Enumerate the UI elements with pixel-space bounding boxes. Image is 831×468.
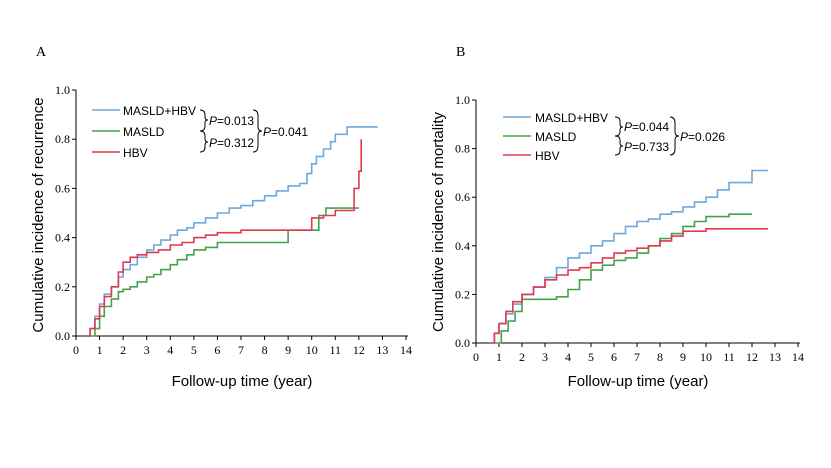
x-tick-label: 9 — [680, 350, 686, 364]
x-tick-label: 5 — [588, 350, 594, 364]
legend-b: MASLD+HBV MASLD HBV — [503, 111, 608, 163]
x-tick-label: 13 — [376, 343, 388, 357]
series-lines-a — [87, 126, 378, 337]
x-ticks-a: 0 1 2 3 4 5 6 7 8 9 10 11 12 13 14 — [73, 336, 412, 357]
x-tick-label: 12 — [746, 350, 758, 364]
p-value-text: =0.026 — [688, 130, 725, 144]
p-value-pair-top-b: P=0.044 — [624, 120, 669, 134]
x-tick-label: 14 — [400, 343, 412, 357]
p-letter: P — [209, 136, 217, 150]
legend-label-hbv: HBV — [123, 146, 148, 160]
legend-a: MASLD+HBV MASLD HBV — [92, 104, 196, 160]
panel-a: A 0.00.20.40.60.81.0 0 1 2 3 4 5 6 7 8 9 10 11 12 13 1… — [30, 45, 412, 390]
x-tick-label: 8 — [262, 343, 268, 357]
x-tick-label: 7 — [634, 350, 640, 364]
panel-b: B 0.00.20.40.60.81.0 0 1 2 3 4 5 6 7 8 9 10 11 12 13 1… — [430, 45, 804, 390]
p-letter: P — [680, 130, 688, 144]
x-tick-label: 11 — [723, 350, 735, 364]
x-tick-label: 10 — [306, 343, 318, 357]
x-tick-label: 4 — [167, 343, 173, 357]
bracket-pair-bottom-a — [199, 130, 209, 153]
x-axis-title-a: Follow-up time (year) — [172, 373, 313, 390]
x-tick-label: 2 — [120, 343, 126, 357]
x-tick-label: 0 — [73, 343, 79, 357]
x-axis-title-b: Follow-up time (year) — [568, 373, 709, 390]
p-value-text: =0.044 — [632, 120, 669, 134]
x-ticks-b: 0 1 2 3 4 5 6 7 8 9 10 11 12 13 14 — [473, 343, 804, 364]
x-tick-label: 11 — [330, 343, 342, 357]
x-tick-label: 9 — [285, 343, 291, 357]
y-tick-label: 0.8 — [55, 132, 70, 146]
p-letter: P — [624, 140, 632, 154]
y-tick-label: 0.4 — [55, 231, 70, 245]
y-tick-label: 0.6 — [55, 181, 70, 195]
p-letter: P — [624, 120, 632, 134]
x-tick-label: 6 — [611, 350, 617, 364]
x-tick-label: 10 — [700, 350, 712, 364]
panel-label-a: A — [36, 45, 47, 60]
x-tick-label: 13 — [769, 350, 781, 364]
y-tick-label: 0.2 — [455, 287, 470, 301]
y-tick-label: 0.2 — [55, 280, 70, 294]
p-value-pair-bottom-a: P=0.312 — [209, 136, 254, 150]
bracket-pair-top-b — [614, 116, 624, 137]
p-value-text: =0.312 — [217, 136, 254, 150]
p-letter: P — [209, 114, 217, 128]
legend-label-hbv: HBV — [535, 149, 560, 163]
p-value-text: =0.733 — [632, 140, 669, 154]
x-tick-label: 1 — [496, 350, 502, 364]
y-tick-label: 0.8 — [455, 142, 470, 156]
p-value-pair-bottom-b: P=0.733 — [624, 140, 669, 154]
p-value-annotations-a: P=0.013 P=0.312 P=0.041 — [199, 109, 308, 153]
x-tick-label: 5 — [191, 343, 197, 357]
p-value-text: =0.013 — [217, 114, 254, 128]
y-tick-label: 0.0 — [455, 336, 470, 350]
series-line-hbv — [87, 139, 362, 337]
x-tick-label: 6 — [214, 343, 220, 357]
x-tick-label: 2 — [519, 350, 525, 364]
p-value-overall-a: P=0.041 — [263, 125, 308, 139]
bracket-overall-b — [669, 116, 680, 156]
x-tick-label: 3 — [144, 343, 150, 357]
legend-label-masld-hbv: MASLD+HBV — [123, 104, 196, 118]
x-tick-label: 7 — [238, 343, 244, 357]
p-letter: P — [263, 125, 271, 139]
legend-label-masld-hbv: MASLD+HBV — [535, 111, 608, 125]
series-line-masld — [494, 213, 752, 344]
p-value-pair-top-a: P=0.013 — [209, 114, 254, 128]
y-tick-label: 0.0 — [55, 329, 70, 343]
y-tick-label: 1.0 — [455, 93, 470, 107]
p-value-text: =0.041 — [271, 125, 308, 139]
y-ticks-a: 0.0 0.2 0.4 0.6 0.8 1.0 — [55, 83, 76, 343]
x-tick-label: 14 — [792, 350, 804, 364]
legend-label-masld: MASLD — [123, 125, 165, 139]
bracket-overall-a — [252, 109, 263, 153]
x-tick-label: 8 — [657, 350, 663, 364]
y-axis-title-b: Cumulative incidence of mortality — [430, 111, 447, 332]
y-tick-label: 0.4 — [455, 239, 470, 253]
y-axis-title-a: Cumulative incidence of recurrence — [30, 97, 47, 332]
x-tick-label: 12 — [353, 343, 365, 357]
series-line-masld-hbv — [489, 169, 769, 344]
x-tick-label: 1 — [97, 343, 103, 357]
x-tick-label: 3 — [542, 350, 548, 364]
bracket-pair-top-a — [199, 109, 209, 132]
bracket-pair-bottom-b — [614, 135, 624, 156]
y-tick-label: 0.6 — [455, 190, 470, 204]
y-ticks-b: 0.0 0.2 0.4 0.6 0.8 1.0 — [455, 93, 476, 350]
legend-label-masld: MASLD — [535, 130, 577, 144]
x-tick-label: 0 — [473, 350, 479, 364]
series-lines-b — [489, 169, 769, 344]
p-value-annotations-b: P=0.044 P=0.733 P=0.026 — [614, 116, 725, 156]
series-line-masld — [87, 207, 359, 337]
series-line-hbv — [489, 228, 769, 344]
p-value-overall-b: P=0.026 — [680, 130, 725, 144]
y-tick-label: 1.0 — [55, 83, 70, 97]
panel-label-b: B — [456, 45, 465, 60]
x-tick-label: 4 — [565, 350, 571, 364]
